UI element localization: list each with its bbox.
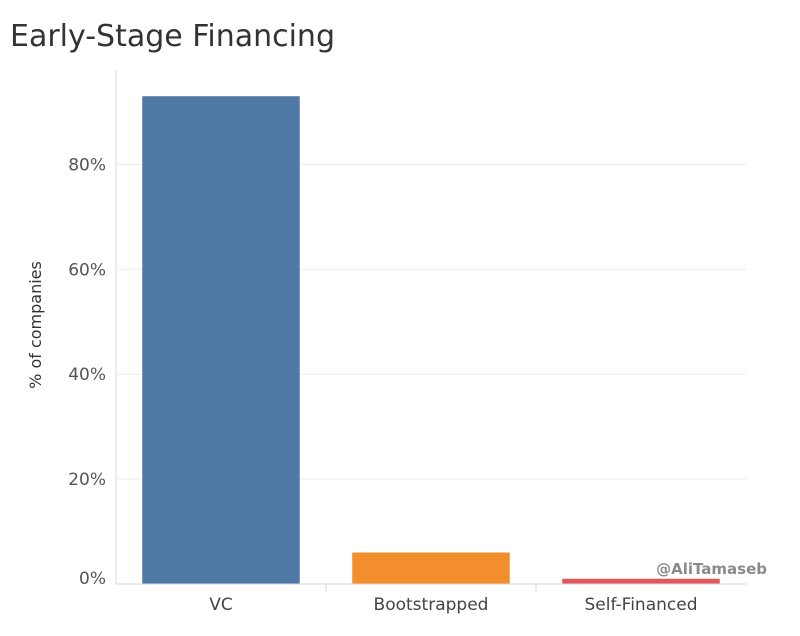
- chart-title: Early-Stage Financing: [10, 19, 335, 54]
- category-labels: VC Bootstrapped Self-Financed: [209, 584, 698, 615]
- y-tick-label: 60%: [68, 260, 106, 280]
- category-label: VC: [209, 595, 233, 615]
- category-label: Self-Financed: [585, 595, 698, 615]
- y-tick-label: 0%: [79, 569, 106, 589]
- y-tick-label: 80%: [68, 155, 106, 175]
- watermark: @AliTamaseb: [656, 560, 767, 578]
- y-axis-label: % of companies: [26, 261, 45, 389]
- bar-vc: [142, 96, 300, 584]
- bar-bootstrapped: [352, 552, 510, 584]
- y-tick-label: 20%: [68, 470, 106, 490]
- bar-self-financed: [562, 578, 720, 584]
- category-label: Bootstrapped: [374, 595, 489, 615]
- y-tick-label: 40%: [68, 365, 106, 385]
- y-tick-labels: 0% 20% 40% 60% 80%: [68, 155, 106, 589]
- bars: [142, 96, 720, 584]
